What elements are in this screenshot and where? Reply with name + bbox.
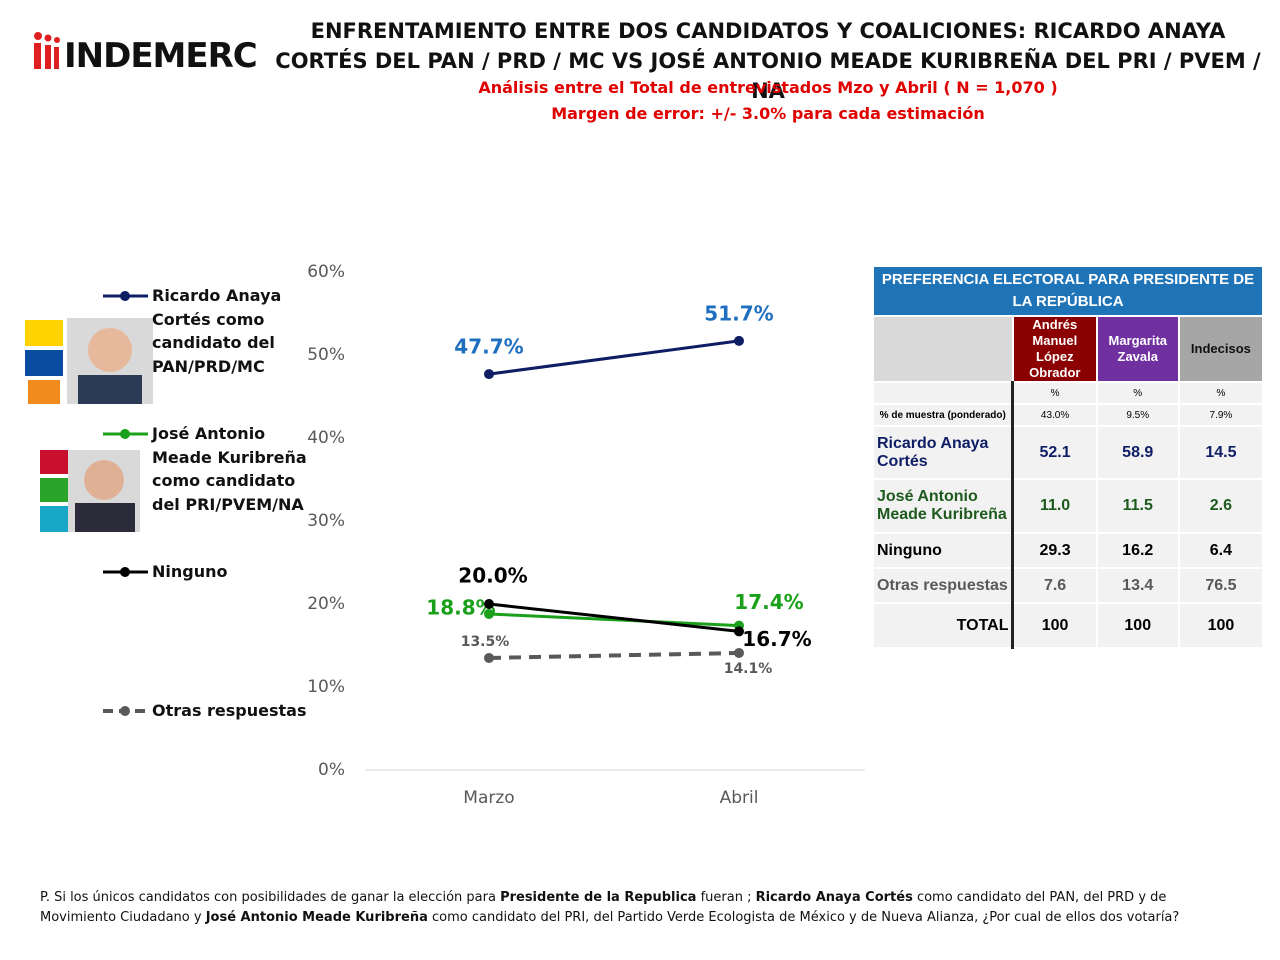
column-header: Indecisos [1177,315,1265,383]
footnote-part: P. Si los únicos candidatos con posibili… [40,890,501,905]
legend-label: Ninguno [152,562,228,581]
sample: 7.9% [1177,403,1265,427]
row-label: José Antonio Meade Kuribreña [872,478,1015,534]
legend-label: Ricardo Anaya Cortés como candidato del … [152,286,282,376]
y-tick-label: 50% [307,345,345,365]
value-label: 47.7% [454,335,523,359]
cell: 11.5 [1095,478,1180,534]
table-title: PREFERENCIA ELECTORAL PARA PRESIDENTE DE… [872,265,1264,317]
logo: INDEMERC [64,36,258,76]
party-logos [25,318,153,532]
sample: 43.0% [1011,403,1098,427]
table-row: Ricardo Anaya Cortés 52.1 58.9 14.5 [872,425,1265,480]
legend-dot [120,291,130,301]
table-row: Otras respuestas 7.6 13.4 76.5 [872,567,1265,604]
column-header: Margarita Zavala [1095,315,1180,383]
legend-label: José Antonio Meade Kuribreña como candid… [152,424,307,514]
cell: 2.6 [1177,478,1265,534]
series-line [488,602,740,633]
cell: 11.0 [1011,478,1098,534]
cell: 7.6 [1011,567,1098,604]
unit: % [1011,381,1098,405]
title: ENFRENTAMIENTO ENTRE DOS CANDIDATOS Y CO… [275,19,1261,103]
legend-dot [120,429,130,439]
cell: 100 [1011,602,1098,649]
unit: % [1095,381,1180,405]
cell: 13.4 [1095,567,1180,604]
cell: 6.4 [1177,532,1265,569]
y-tick-label: 60% [307,262,345,282]
subtitle: Análisis entre el Total de entrevistados… [478,78,1058,97]
cell: 14.5 [1177,425,1265,480]
row-label: Ninguno [872,532,1015,569]
series-line [488,612,740,628]
point [734,647,744,658]
logo-icon [34,32,60,69]
table-row: TOTAL 100 100 100 [872,602,1265,649]
cell: 29.3 [1011,532,1098,569]
unit: % [1177,381,1265,405]
footnote: P. Si los únicos candidatos con posibili… [40,888,1240,928]
legend-dot [120,706,130,716]
legend-dot [120,567,130,577]
cell: 58.9 [1095,425,1180,480]
point [484,652,494,663]
error-note: Margen de error: +/- 3.0% para cada esti… [551,104,985,123]
series-line [488,339,740,376]
cell: 100 [1095,602,1180,649]
legend-label: Otras respuestas [152,701,307,720]
cell: 16.2 [1095,532,1180,569]
corner [872,315,1014,383]
value-label: 17.4% [734,590,803,614]
footnote-part: Presidente de la Republica [500,890,697,905]
value-label: 14.1% [724,661,773,677]
footnote-part: José Antonio Meade Kuribreña [205,910,428,925]
point [484,599,494,609]
sample: 9.5% [1095,403,1180,427]
y-tick-label: 10% [307,677,345,697]
row-label: TOTAL [872,602,1015,649]
footnote-part: como candidato del PRI, del Partido Verd… [427,910,1180,925]
table-row: José Antonio Meade Kuribreña 11.0 11.5 2.6 [872,478,1265,534]
value-label: 20.0% [458,564,527,588]
table-row: Ninguno 29.3 16.2 6.4 [872,532,1265,569]
footnote-part: fueran ; [696,890,756,905]
series-line [488,650,740,660]
point [484,369,494,380]
table: PREFERENCIA ELECTORAL PARA PRESIDENTE DE… [872,265,1265,649]
value-label: 18.8% [426,595,495,619]
cell: 100 [1177,602,1265,649]
value-label: 13.5% [461,634,510,650]
y-tick-label: 30% [307,511,345,531]
footnote-part: Ricardo Anaya Cortés [755,890,913,905]
cell: 76.5 [1177,567,1265,604]
cell: 52.1 [1011,425,1098,480]
row-label: Ricardo Anaya Cortés [872,425,1015,480]
sample-label: % de muestra (ponderado) [872,403,1015,427]
value-label: 16.7% [742,627,811,651]
point [734,335,744,346]
y-tick-label: 0% [318,760,345,780]
y-tick-label: 20% [307,594,345,614]
footnote-part: como candidato del PAN, del PRD y de Mov… [40,890,1167,925]
row-label: Otras respuestas [872,567,1015,604]
point [734,626,744,637]
point [484,608,494,619]
value-label: 51.7% [704,301,773,325]
y-tick-label: 40% [307,428,345,448]
x-tick-label: Abril [720,788,759,808]
column-header: Andrés Manuel López Obrador [1011,315,1098,383]
x-tick-label: Marzo [463,788,514,808]
